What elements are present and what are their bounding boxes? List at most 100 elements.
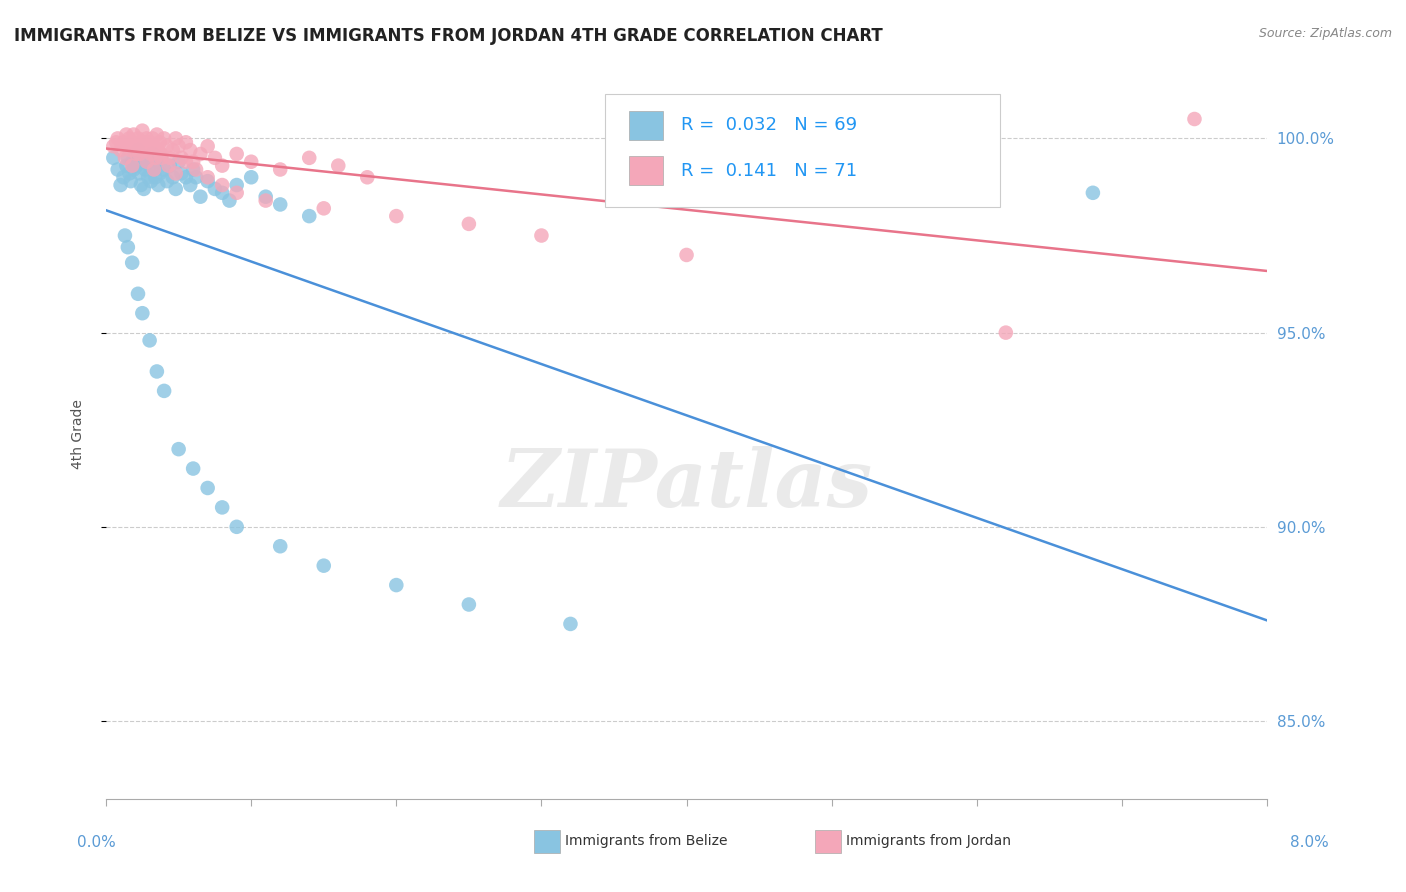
Point (457, 598, 479, 612)
Point (145, 151, 167, 165)
Point (162, 143, 184, 157)
Point (218, 194, 240, 208)
Point (312, 202, 335, 216)
Point (127, 143, 149, 157)
Point (128, 147, 150, 161)
FancyBboxPatch shape (628, 156, 664, 186)
Point (181, 154, 204, 169)
Point (131, 123, 153, 137)
Point (143, 162, 166, 177)
Point (128, 143, 150, 157)
Point (1184, 112, 1206, 126)
Point (298, 209, 321, 223)
Text: Source: ZipAtlas.com: Source: ZipAtlas.com (1258, 27, 1392, 40)
Point (159, 159, 181, 173)
Point (167, 442, 190, 457)
Point (122, 128, 145, 142)
Point (560, 616, 582, 631)
Point (103, 139, 125, 153)
Point (121, 154, 143, 169)
Point (156, 174, 179, 188)
Point (135, 131, 157, 145)
FancyBboxPatch shape (606, 94, 1000, 207)
Point (298, 151, 321, 165)
Point (125, 159, 148, 173)
Point (170, 151, 193, 165)
Point (110, 178, 132, 192)
Point (174, 154, 197, 169)
Point (165, 182, 187, 196)
Point (146, 128, 169, 142)
Point (115, 128, 138, 142)
Point (153, 162, 176, 177)
Point (269, 197, 291, 211)
Point (132, 182, 155, 196)
Point (675, 248, 697, 262)
Point (159, 151, 181, 165)
Point (153, 131, 176, 145)
Point (138, 334, 160, 348)
Point (174, 170, 197, 185)
Point (184, 162, 207, 177)
Point (127, 286, 149, 301)
Point (150, 151, 173, 165)
Point (146, 364, 169, 378)
Point (530, 228, 553, 243)
Point (138, 136, 160, 150)
Point (117, 139, 139, 153)
Point (225, 520, 247, 534)
Point (197, 481, 219, 495)
Point (385, 209, 408, 223)
Point (118, 166, 141, 180)
Point (211, 159, 233, 173)
Point (143, 162, 166, 177)
Point (141, 131, 163, 145)
Point (131, 306, 153, 320)
Point (135, 154, 157, 169)
Y-axis label: 4th Grade: 4th Grade (72, 399, 86, 468)
Point (148, 143, 170, 157)
Point (179, 143, 201, 157)
Point (112, 136, 135, 150)
Point (167, 154, 190, 169)
Point (190, 190, 212, 204)
Point (211, 500, 233, 515)
Point (1081, 186, 1104, 200)
Point (385, 578, 408, 592)
Point (120, 174, 142, 188)
Point (129, 136, 152, 150)
Point (148, 178, 170, 192)
Point (114, 151, 136, 165)
Point (136, 143, 159, 157)
Point (134, 162, 156, 177)
Point (117, 240, 139, 254)
Point (457, 217, 479, 231)
Text: Immigrants from Belize: Immigrants from Belize (565, 834, 728, 848)
Point (150, 151, 173, 165)
Text: 0.0%: 0.0% (77, 836, 117, 850)
Point (156, 139, 179, 153)
Point (170, 166, 193, 180)
Point (149, 166, 172, 180)
Point (197, 170, 219, 185)
Point (190, 147, 212, 161)
Point (269, 162, 291, 177)
Point (143, 139, 166, 153)
Point (162, 170, 184, 185)
Point (107, 162, 129, 177)
Point (124, 147, 146, 161)
Point (356, 170, 378, 185)
Point (138, 159, 160, 173)
Point (312, 558, 335, 573)
Point (134, 136, 156, 150)
Point (112, 170, 135, 185)
Point (131, 151, 153, 165)
Point (117, 151, 139, 165)
Point (225, 147, 247, 161)
FancyBboxPatch shape (628, 111, 664, 140)
Text: ZIPatlas: ZIPatlas (501, 446, 873, 524)
Point (129, 178, 152, 192)
Text: Immigrants from Jordan: Immigrants from Jordan (846, 834, 1011, 848)
Point (141, 147, 163, 161)
Point (197, 174, 219, 188)
